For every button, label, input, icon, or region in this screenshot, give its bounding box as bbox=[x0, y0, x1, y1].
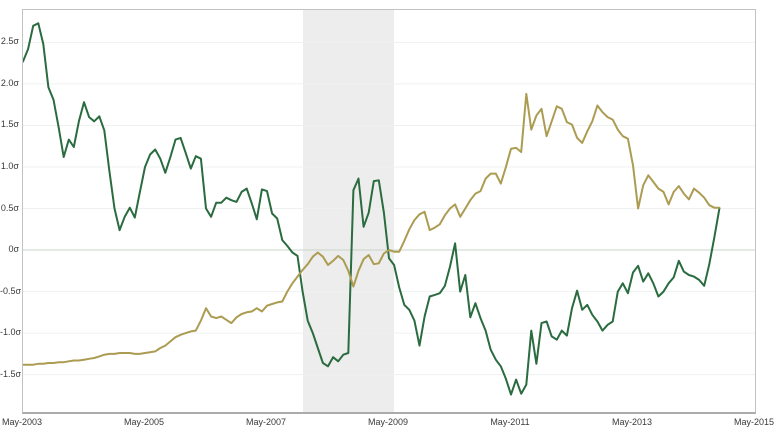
x-tick-label: May-2011 bbox=[490, 417, 530, 427]
y-tick-label: 0σ bbox=[8, 244, 19, 255]
x-tick-label: May-2007 bbox=[245, 417, 287, 427]
y-tick-label: 1.5σ bbox=[0, 119, 19, 130]
y-tick-label: 0.5σ bbox=[0, 202, 19, 213]
x-tick-label: May-2015 bbox=[733, 417, 775, 427]
y-tick-label: 2.0σ bbox=[0, 77, 19, 88]
series-lines bbox=[23, 22, 721, 396]
y-tick-label: -1.0σ bbox=[0, 327, 22, 338]
y-tick-label: -1.5σ bbox=[0, 368, 22, 379]
x-tick-label: May-2009 bbox=[367, 417, 409, 427]
x-tick-label: May-2013 bbox=[611, 417, 653, 427]
y-tick-label: 1.0σ bbox=[0, 160, 19, 171]
x-tick-label: May-2003 bbox=[1, 417, 43, 427]
chart-svg bbox=[23, 22, 755, 396]
plot-area bbox=[22, 9, 756, 414]
y-tick-label: 2.5σ bbox=[0, 36, 19, 47]
gridlines bbox=[23, 41, 755, 376]
dark-green-series bbox=[23, 22, 721, 396]
y-tick-label: -0.5σ bbox=[0, 285, 22, 296]
x-tick-label: May-2005 bbox=[123, 417, 165, 427]
gold-series bbox=[23, 92, 721, 366]
